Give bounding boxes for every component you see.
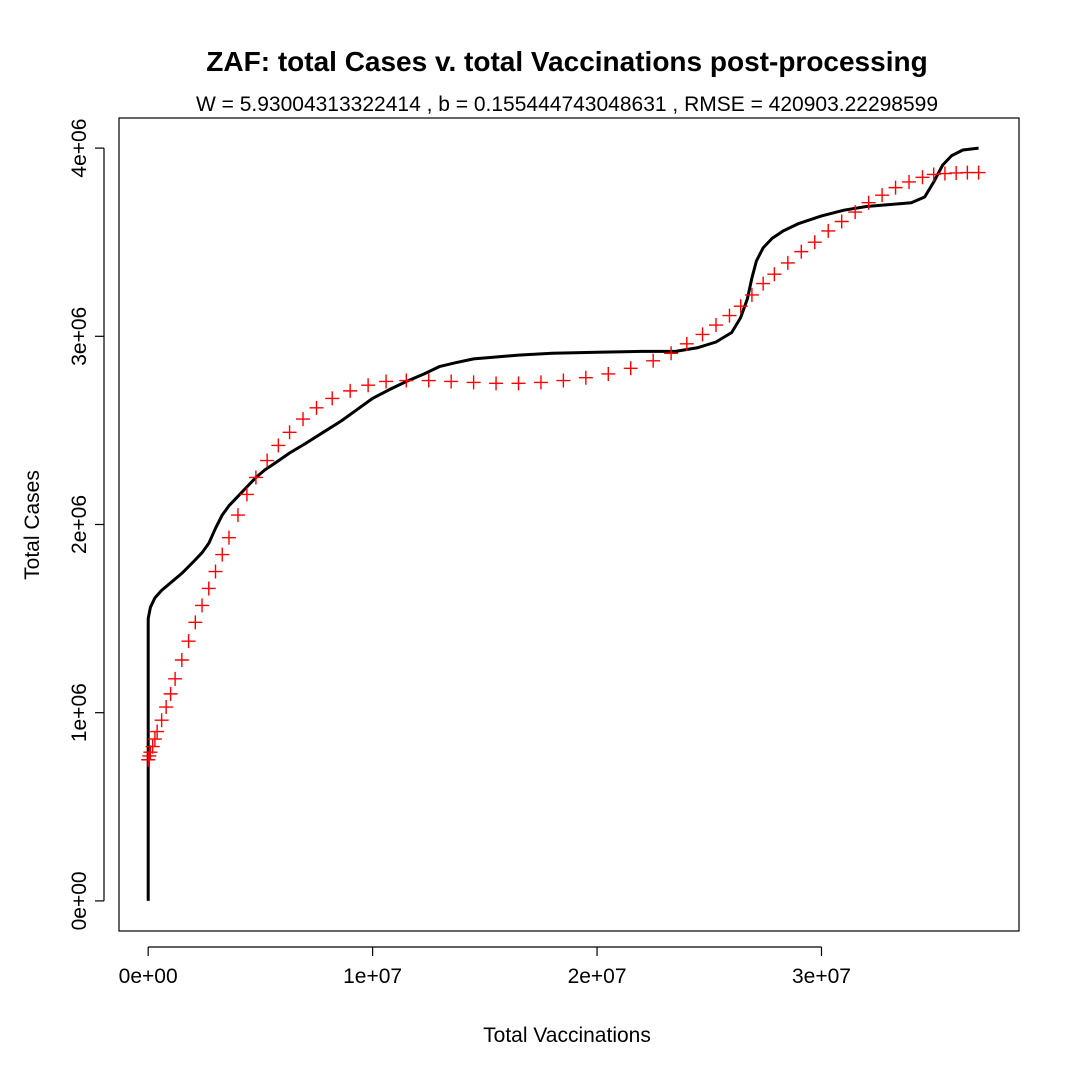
series-layer	[141, 146, 986, 901]
series-point	[141, 752, 156, 767]
series-point	[709, 318, 724, 333]
series-point	[201, 581, 216, 596]
y-tick-label: 4e+06	[68, 119, 91, 178]
series-point	[325, 391, 340, 406]
series-point	[623, 361, 638, 376]
series-point	[722, 308, 737, 323]
series-point	[444, 374, 459, 389]
x-tick-label: 0e+00	[119, 965, 178, 988]
series-point	[260, 453, 275, 468]
series-point	[142, 748, 157, 763]
series-point	[971, 165, 986, 180]
y-axis-label: Total Cases	[21, 470, 44, 580]
series-point	[578, 370, 593, 385]
series-point	[888, 180, 903, 195]
series-point	[646, 353, 661, 368]
series-point	[271, 438, 286, 453]
x-tick-label: 2e+07	[568, 965, 627, 988]
series-point	[902, 174, 917, 189]
series-point	[309, 400, 324, 415]
series-point	[466, 375, 481, 390]
series-line	[146, 146, 979, 901]
series-point	[767, 267, 782, 282]
y-tick-label: 0e+00	[68, 871, 91, 930]
series-point	[163, 686, 178, 701]
series-point	[379, 374, 394, 389]
series-point	[159, 700, 174, 715]
series-point	[733, 299, 748, 314]
series-point	[875, 188, 890, 203]
plot-frame	[118, 117, 1020, 932]
series-point	[143, 745, 158, 760]
series-point	[282, 425, 297, 440]
series-point	[780, 255, 795, 270]
series-point	[807, 235, 822, 250]
series-point	[556, 373, 571, 388]
axes-layer: 0e+00 1e+07 2e+07 3e+07 0e+00 1e+06 2e+06 3e+06…	[68, 119, 851, 988]
series-point	[861, 195, 876, 210]
series-point	[188, 615, 203, 630]
series-point	[794, 244, 809, 259]
series-point	[343, 383, 358, 398]
series-point	[174, 653, 189, 667]
y-tick-label: 1e+06	[68, 683, 91, 742]
series-point	[834, 214, 849, 229]
series-point	[147, 732, 162, 747]
series-point	[239, 487, 254, 502]
series-point	[150, 724, 165, 739]
series-point	[601, 366, 616, 381]
series-point	[821, 223, 836, 238]
series-point	[399, 373, 414, 388]
series-point	[421, 373, 436, 388]
series-point	[695, 327, 710, 342]
series-point	[208, 564, 223, 579]
series-point	[533, 375, 548, 390]
chart-subtitle: W = 5.93004313322414 , b = 0.15544474304…	[196, 93, 938, 116]
series-point	[664, 346, 679, 361]
series-point	[154, 713, 169, 728]
series-point	[296, 412, 311, 427]
series-point	[248, 470, 263, 485]
series-point	[915, 170, 930, 185]
series-point	[221, 530, 236, 545]
chart-title: ZAF: total Cases v. total Vaccinations p…	[206, 46, 927, 77]
series-point	[489, 376, 504, 391]
x-tick-label: 1e+07	[343, 965, 402, 988]
series-point	[926, 167, 941, 182]
y-tick-label: 2e+06	[68, 495, 91, 554]
series-point	[145, 739, 160, 754]
series-point	[361, 378, 376, 393]
series-point	[744, 287, 759, 302]
series-point	[230, 508, 245, 523]
series-point	[195, 598, 210, 613]
y-tick-label: 3e+06	[68, 307, 91, 366]
series-point	[756, 276, 771, 291]
series-point	[511, 376, 526, 391]
x-axis-label: Total Vaccinations	[483, 1024, 651, 1047]
series-point	[679, 336, 694, 351]
x-tick-label: 3e+07	[792, 965, 851, 988]
series-point	[848, 205, 863, 220]
series-point	[181, 634, 196, 649]
series-point	[215, 547, 230, 562]
series-point	[168, 671, 183, 686]
